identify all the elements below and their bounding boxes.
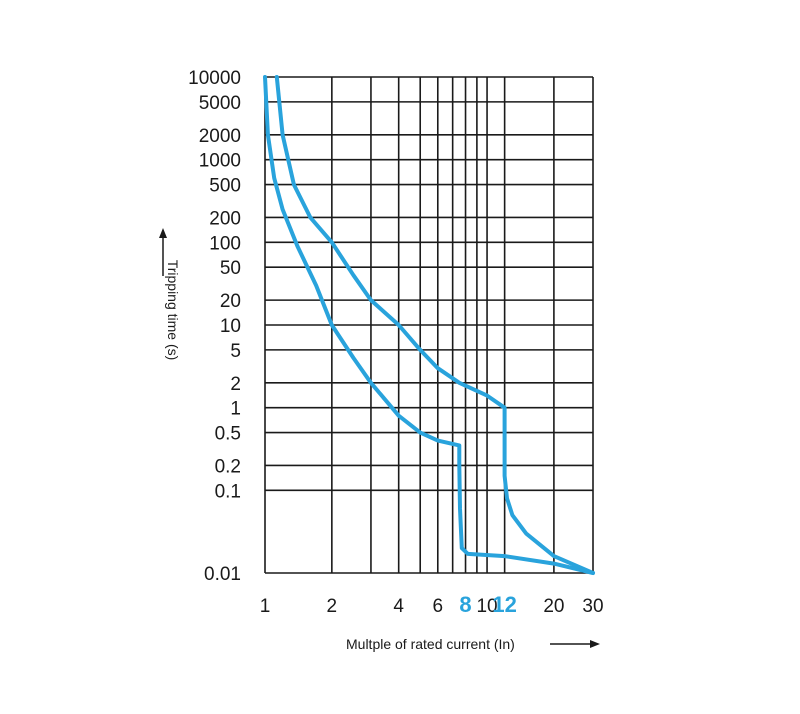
x-tick-label-highlight: 12 [492,592,516,617]
x-tick-label: 4 [393,596,404,617]
y-tick-label: 2 [230,374,241,395]
y-tick-labels: 0.01 0.1 0.2 0.5 1 2 5 10 20 50 100 200 500 1000 2000 5… [188,68,241,585]
y-axis-title: Tripping time (s) [165,260,181,361]
y-tick-label: 10000 [188,68,241,89]
y-tick-label: 2000 [199,126,241,147]
x-tick-label-highlight: 8 [459,592,471,617]
y-tick-label: 500 [209,176,241,197]
x-tick-label: 2 [327,596,338,617]
y-tick-label: 100 [209,233,241,254]
series-line-1 [263,75,595,575]
y-tick-label: 10 [220,316,241,337]
y-tick-label: 0.01 [204,564,241,585]
y-tick-label: 20 [220,291,241,312]
grid [264,76,594,574]
x-axis-label: Multple of rated current (In) [346,636,515,652]
series-line-2 [274,75,595,575]
y-tick-label: 5 [230,341,241,362]
x-tick-label: 10 [476,596,497,617]
y-tick-label: 1 [230,399,241,420]
y-tick-label: 0.5 [215,424,241,445]
x-tick-label: 20 [543,596,564,617]
x-tick-label: 30 [582,596,603,617]
y-tick-label: 200 [209,208,241,229]
y-axis-arrow [159,228,167,276]
y-tick-label: 1000 [199,151,241,172]
y-tick-label: 5000 [199,93,241,114]
x-axis-arrow [550,640,600,648]
y-tick-label: 50 [220,258,241,279]
y-tick-label: 0.2 [215,456,241,477]
y-axis-label: Tripping time (s) [165,260,181,361]
curves [263,75,595,575]
x-tick-label: 1 [260,596,271,617]
y-tick-label: 0.1 [215,481,241,502]
x-tick-label: 6 [433,596,444,617]
